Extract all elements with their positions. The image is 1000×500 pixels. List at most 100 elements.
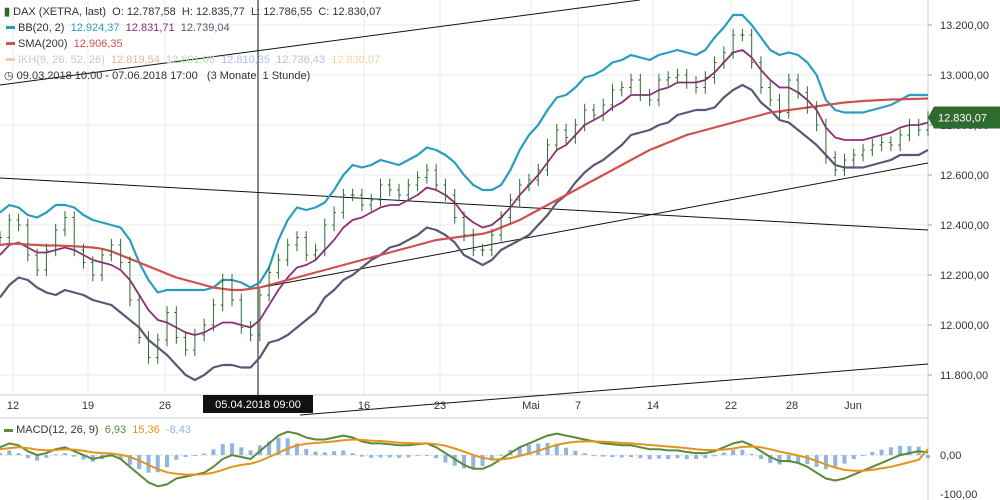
axes-layer: 13.200,0013.000,0012.800,0012.600,0012.4… — [7, 20, 1000, 500]
x-tick-label: 19 — [82, 400, 94, 412]
crosshair-label-box — [203, 395, 313, 413]
legend-ikh-v4: 12.736,43 — [276, 54, 326, 66]
macd-hist-bar — [127, 455, 132, 465]
trend-line — [0, 177, 929, 231]
macd-hist-bar — [601, 455, 606, 457]
macd-hist-bar — [777, 455, 782, 465]
macd-hist-bar — [591, 455, 596, 457]
macd-hist-bar — [675, 455, 680, 459]
macd-hist-bar — [202, 453, 207, 456]
y-tick-label: 12.400,00 — [940, 220, 989, 232]
macd-hist-bar — [285, 438, 290, 456]
macd-hist-bar — [434, 455, 439, 459]
legend-macd-v1: 6,93 — [104, 424, 127, 436]
macd-hist-bar — [805, 455, 810, 465]
macd-hist-bar — [313, 451, 318, 456]
macd-hist-bar — [304, 448, 309, 456]
macd-hist-bar — [443, 455, 448, 463]
legend-dax-open: O: 12.787,58 — [112, 6, 176, 18]
legend-ikh-name: IKH(9, 26, 52, 26) — [18, 54, 105, 66]
macd-hist-bar — [462, 455, 466, 469]
macd-hist-bar — [666, 455, 671, 459]
macd-hist-bar — [406, 455, 411, 458]
macd-hist-bar — [239, 447, 244, 456]
macd-hist-bar — [165, 455, 170, 468]
macd-hist-bar — [378, 455, 383, 458]
bb-lower-line — [0, 83, 929, 382]
current-price-label: 12.830,07 — [938, 113, 987, 125]
macd-hist-bar — [907, 446, 912, 456]
macd-hist-bar — [888, 447, 893, 456]
y-tick-label: 12.600,00 — [940, 170, 989, 182]
macd-hist-bar — [230, 443, 234, 456]
macd-hist-bar — [322, 452, 327, 456]
macd-hist-bar — [489, 455, 494, 461]
legend-bb-name: BB(20, 2) — [18, 22, 65, 34]
macd-hist-bar — [192, 455, 197, 457]
legend-sma-name: SMA(200) — [18, 38, 68, 50]
legend-dax-high: H: 12.835,77 — [181, 6, 245, 18]
legend-range: ◷ 09.03.2018 10:00 - 07.06.2018 17:00 (3… — [4, 68, 381, 84]
macd-hist-bar — [294, 443, 299, 456]
y-tick-label: 13.200,00 — [940, 20, 989, 32]
macd-hist-bar — [220, 444, 225, 456]
x-tick-label: 28 — [786, 400, 798, 412]
macd-hist-bar — [369, 455, 374, 458]
legend-ikh: IKH(9, 26, 52, 26) 12.819,54 12.801,06 1… — [4, 52, 381, 68]
macd-hist-bar — [861, 455, 866, 457]
macd-hist-bar — [526, 444, 531, 456]
macd-hist-bar — [758, 455, 763, 459]
grid-lines — [0, 0, 929, 500]
legend-date-range: 09.03.2018 10:00 - 07.06.2018 17:00 — [16, 70, 198, 82]
macd-hist-bar — [842, 455, 847, 464]
macd-hist-bar — [749, 453, 754, 456]
macd-hist-bar — [582, 453, 587, 456]
macd-hist-bar — [53, 454, 58, 456]
legend-bb-lower: 12.739,04 — [180, 22, 230, 34]
macd-hist-bar — [359, 455, 364, 457]
macd-hist-bar — [118, 455, 123, 460]
legend-dax-name: DAX (XETRA, last) — [13, 6, 107, 18]
macd-hist-bar — [694, 455, 698, 459]
macd-hist-bar — [350, 453, 355, 456]
macd-hist-bar — [332, 451, 337, 456]
macd-hist-bar — [183, 455, 188, 458]
x-tick-label: 7 — [575, 400, 581, 412]
y-tick-label: 13.000,00 — [940, 70, 989, 82]
macd-hist-bar — [833, 455, 838, 468]
ikh-swatch-icon — [6, 57, 15, 61]
legend-dax-low: L: 12.786,55 — [251, 6, 313, 18]
macd-hist-bar — [554, 443, 559, 456]
macd-hist-bar — [573, 450, 578, 456]
crosshair-label: 05.04.2018 09:00 — [215, 399, 301, 411]
macd-hist-bar — [536, 443, 541, 456]
legend-macd-name: MACD(12, 26, 9) — [16, 424, 99, 436]
x-tick-label: 12 — [7, 400, 19, 412]
legend-ikh-v1: 12.819,54 — [110, 54, 160, 66]
macd-hist-bar — [870, 451, 875, 456]
x-tick-label: 16 — [358, 400, 370, 412]
macd-hist-bar — [211, 449, 216, 456]
macd-hist-bar — [7, 450, 12, 456]
macd-hist-bar — [248, 450, 253, 456]
legend-macd-v3: -8,43 — [165, 424, 191, 436]
macd-hist-bar — [656, 455, 661, 459]
macd-hist-bar — [926, 455, 930, 459]
macd-hist-bar — [72, 455, 77, 457]
legend-sma-value: 12.906,35 — [73, 38, 123, 50]
legend-dax: ▮ DAX (XETRA, last) O: 12.787,58 H: 12.8… — [4, 4, 381, 20]
macd-legend: MACD(12, 26, 9) 6,93 15,36 -8,43 — [4, 424, 191, 436]
series-layer — [0, 13, 930, 488]
macd-hist-bar — [397, 455, 402, 458]
macd-hist-bar — [25, 455, 30, 459]
macd-hist-bar — [721, 452, 726, 456]
macd-hist-bar — [517, 446, 522, 456]
macd-hist-bar — [786, 455, 791, 463]
macd-hist-bar — [276, 437, 281, 456]
legend-ikh-v3: 12.810,35 — [221, 54, 271, 66]
macd-hist-bar — [452, 455, 457, 466]
current-price-marker — [928, 106, 1000, 129]
trend-line — [257, 162, 929, 289]
